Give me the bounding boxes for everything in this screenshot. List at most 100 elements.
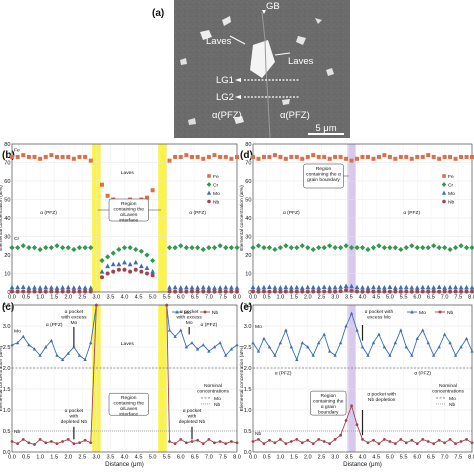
- data-point-cr: [288, 245, 294, 251]
- data-point-cr: [71, 246, 77, 253]
- x-tick-label: 4.0: [121, 295, 129, 301]
- data-point-nb: [139, 269, 144, 274]
- x-axis-label: Distance (μm): [343, 461, 382, 468]
- data-point-mo: [116, 261, 122, 267]
- data-point-mo: [316, 285, 322, 290]
- data-point-cr: [206, 182, 212, 187]
- data-point-nb: [322, 289, 327, 294]
- data-point-cr: [316, 245, 322, 251]
- data-point-fe: [365, 154, 370, 159]
- data-point-nb: [398, 289, 403, 294]
- data-point-cr: [223, 245, 229, 251]
- x-tick-label: 7.5: [219, 295, 227, 301]
- data-point-cr: [431, 243, 437, 249]
- x-tick-label: 6.5: [191, 455, 199, 461]
- data-point-mo: [425, 284, 431, 290]
- data-point-nb: [66, 289, 71, 294]
- y-tick-label: 40: [245, 216, 251, 222]
- data-point-nb: [399, 438, 403, 441]
- data-point-mo: [267, 345, 272, 349]
- data-point-cr: [166, 245, 173, 251]
- data-point-nb: [289, 440, 293, 443]
- annotation-fe: Fe: [14, 147, 20, 153]
- y-tick-label: 0.0: [3, 450, 11, 456]
- annotation-pocket-excess-right: α pocket: [180, 309, 199, 315]
- data-point-nb: [184, 441, 188, 445]
- x-tick-label: 6.5: [427, 295, 435, 301]
- data-point-fe: [294, 154, 299, 159]
- plot-frame: [11, 143, 238, 293]
- data-point-mo: [110, 261, 116, 267]
- x-tick-label: 4.5: [372, 455, 380, 461]
- data-point-mo: [272, 284, 278, 290]
- data-point-mo: [305, 284, 311, 290]
- data-point-nb: [355, 423, 359, 427]
- data-point-cr: [425, 245, 431, 251]
- annotation-pocket-deplete-left: with: [70, 414, 79, 420]
- x-tick-label: 8.0: [468, 295, 474, 301]
- data-point-mo: [172, 284, 178, 290]
- data-point-nb: [235, 441, 239, 445]
- annotation-pocket-excess: α pocket with: [365, 309, 394, 315]
- data-point-fe: [100, 182, 104, 187]
- data-point-mo: [190, 340, 194, 345]
- data-point-mo: [376, 284, 382, 290]
- data-point-fe: [43, 154, 48, 159]
- data-point-cr: [299, 243, 305, 249]
- annotation-nb: Nb: [14, 429, 21, 435]
- data-point-mo: [388, 353, 392, 357]
- x-tick-label: 1.0: [36, 295, 44, 301]
- series-mo: [250, 283, 474, 290]
- legend: Fe Cr Mo Nb: [206, 174, 220, 206]
- legend-label: Mo: [419, 310, 426, 316]
- annotation-region: Region: [316, 166, 332, 172]
- x-tick-label: 2.5: [318, 295, 326, 301]
- data-point-nb: [201, 442, 205, 445]
- data-point-nb: [322, 440, 326, 443]
- data-point-mo: [426, 340, 430, 345]
- data-point-fe: [448, 154, 453, 159]
- plot-frame: [252, 304, 473, 453]
- data-point-nb: [404, 289, 409, 294]
- data-point-mo: [206, 190, 212, 195]
- data-point-fe: [393, 156, 398, 161]
- data-point-mo: [453, 284, 458, 290]
- annotation-pocket-deplete-right: α pocket: [183, 408, 202, 414]
- data-point-nb: [339, 433, 342, 437]
- x-tick-label: 2.0: [64, 295, 72, 301]
- data-point-mo: [212, 345, 217, 349]
- data-point-mo: [43, 284, 49, 290]
- annotation-pocket-excess-left: Mo: [70, 320, 77, 326]
- y-tick-label: 1.5: [244, 387, 252, 393]
- highlight-band: [158, 305, 167, 452]
- x-tick-label: 6.0: [413, 455, 421, 461]
- data-point-fe: [464, 154, 469, 159]
- data-point-cr: [283, 243, 289, 249]
- data-point-fe: [178, 154, 183, 159]
- data-point-mo: [371, 284, 376, 290]
- x-tick-label: 1.5: [50, 295, 58, 301]
- data-point-mo: [382, 345, 387, 349]
- data-point-mo: [366, 353, 370, 357]
- x-tick-label: 3.5: [345, 295, 353, 301]
- data-point-mo: [20, 284, 26, 290]
- data-point-cr: [54, 243, 60, 249]
- data-point-fe: [167, 158, 172, 163]
- x-tick-label: 7.0: [205, 295, 213, 301]
- data-point-mo: [133, 259, 139, 265]
- data-point-nb: [89, 441, 93, 445]
- data-point-fe: [442, 174, 446, 178]
- data-point-mo: [349, 311, 354, 315]
- laves-label-right: Laves: [288, 56, 314, 67]
- y-axis-label: Elemental concentration (at%): [0, 345, 4, 411]
- chart-d: 0 10 20 30 40 50 60 70 80 0.0 0.5 1.0 1.5 2.0 2.5 3.0 3.…: [239, 142, 474, 301]
- data-point-nb: [448, 289, 453, 294]
- data-point-mo: [332, 284, 338, 290]
- data-point-fe: [338, 154, 343, 159]
- data-point-cr: [294, 245, 300, 251]
- data-point-cr: [76, 245, 83, 251]
- data-point-nb: [223, 289, 228, 294]
- data-point-mo: [382, 284, 387, 290]
